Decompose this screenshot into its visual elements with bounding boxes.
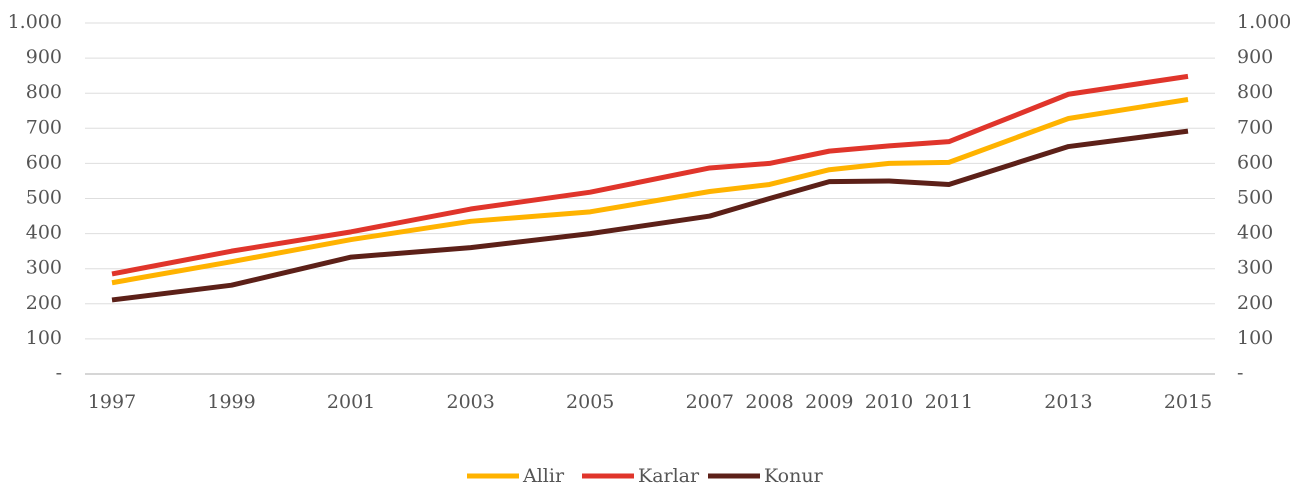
x-tick-label: 1997 (88, 391, 136, 413)
y-tick-label: 1.000 (8, 11, 62, 33)
y-tick-label: 400 (26, 222, 62, 244)
y-tick-label: 300 (26, 257, 62, 279)
y2-tick-label: 200 (1237, 292, 1273, 314)
y2-tick-label: 600 (1237, 151, 1273, 173)
y-tick-label: 600 (26, 151, 62, 173)
y2-tick-label: 300 (1237, 257, 1273, 279)
x-tick-label: 2003 (446, 391, 494, 413)
y-tick-label: 500 (26, 187, 62, 209)
y2-tick-label: 900 (1237, 46, 1273, 68)
x-tick-label: 2015 (1164, 391, 1212, 413)
line-series (111, 97, 1189, 286)
y-tick-label: 700 (26, 116, 62, 138)
x-tick-label: 2007 (686, 391, 734, 413)
y2-tick-label: 400 (1237, 222, 1273, 244)
legend-label: Konur (764, 465, 824, 486)
x-tick-label: 2005 (566, 391, 614, 413)
x-tick-label: 2001 (327, 391, 375, 413)
legend-label: Karlar (638, 465, 700, 486)
y-tick-label: 100 (26, 327, 62, 349)
y-tick-label: 200 (26, 292, 62, 314)
legend-label: Allir (522, 465, 565, 486)
x-tick-label: 2009 (805, 391, 853, 413)
line-series (111, 73, 1189, 277)
y2-tick-label: 1.000 (1237, 11, 1290, 33)
y2-tick-label: 700 (1237, 116, 1273, 138)
x-tick-label: 2011 (925, 391, 973, 413)
x-tick-label: 1999 (207, 391, 255, 413)
y2-tick-label: 500 (1237, 187, 1273, 209)
y-tick-label: - (56, 362, 62, 384)
y-tick-label: 800 (26, 81, 62, 103)
line-series (111, 128, 1189, 303)
x-tick-label: 2010 (865, 391, 913, 413)
y2-tick-label: 800 (1237, 81, 1273, 103)
x-tick-label: 2013 (1044, 391, 1092, 413)
x-tick-label: 2008 (745, 391, 793, 413)
y2-tick-label: - (1237, 362, 1243, 384)
y2-tick-label: 100 (1237, 327, 1273, 349)
y-tick-label: 900 (26, 46, 62, 68)
